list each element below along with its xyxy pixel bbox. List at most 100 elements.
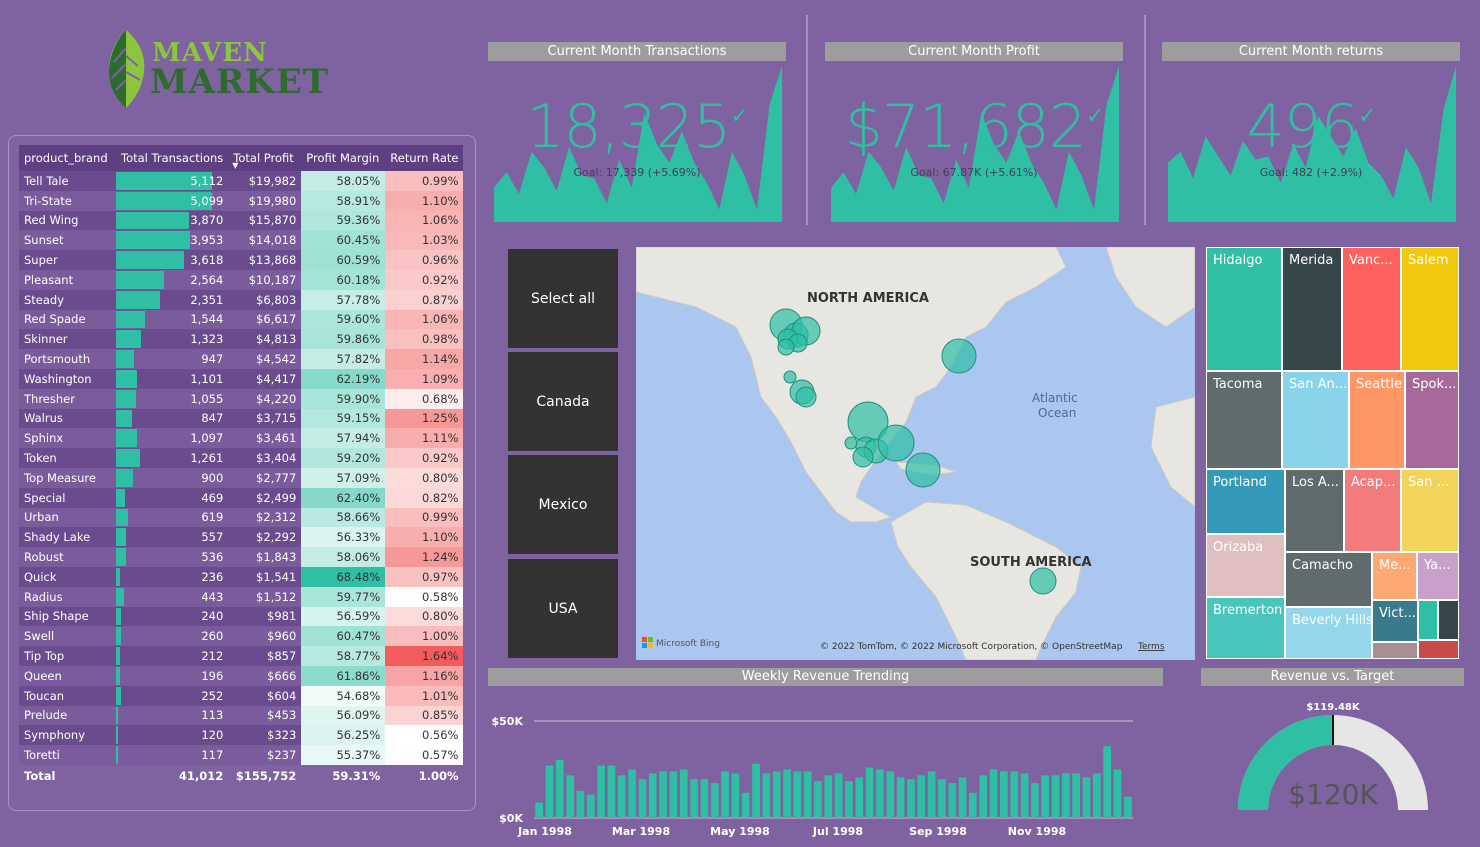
table-row[interactable]: Symphony 120 $323 56.25% 0.56% [19, 725, 464, 746]
treemap-tile[interactable]: Ya... [1417, 552, 1459, 600]
table-row[interactable]: Pleasant 2,564 $10,187 60.18% 0.92% [19, 269, 464, 290]
treemap-tile[interactable] [1372, 642, 1418, 659]
treemap-tile[interactable]: San ... [1401, 469, 1459, 552]
treemap-tile[interactable]: Orizaba [1206, 534, 1285, 597]
store-bubble[interactable] [852, 446, 874, 468]
store-bubble[interactable] [1029, 567, 1057, 595]
revenue-bar[interactable] [1093, 773, 1101, 818]
table-row[interactable]: Red Spade 1,544 $6,617 59.60% 1.06% [19, 309, 464, 330]
revenue-bar[interactable] [896, 777, 905, 818]
slicer-canada[interactable]: Canada [508, 352, 618, 451]
store-bubble[interactable] [877, 424, 915, 462]
store-bubble[interactable] [777, 338, 795, 356]
treemap-tile[interactable]: Seattle [1349, 371, 1405, 469]
revenue-bar[interactable] [576, 790, 585, 818]
revenue-bar[interactable] [741, 792, 750, 818]
revenue-bar[interactable] [793, 771, 802, 818]
revenue-bar[interactable] [1051, 775, 1060, 818]
table-row[interactable]: Super 3,618 $13,868 60.59% 0.96% [19, 250, 464, 270]
store-bubble[interactable] [783, 370, 797, 384]
table-row[interactable]: Steady 2,351 $6,803 57.78% 0.87% [19, 289, 464, 310]
slicer-usa[interactable]: USA [508, 559, 618, 658]
revenue-bar[interactable] [1000, 771, 1008, 818]
revenue-bar[interactable] [586, 794, 595, 818]
revenue-bar[interactable] [690, 779, 698, 818]
revenue-bar[interactable] [659, 771, 667, 818]
table-row[interactable]: Skinner 1,323 $4,813 59.86% 0.98% [19, 329, 464, 350]
table-row[interactable]: Red Wing 3,870 $15,870 59.36% 1.06% [19, 210, 464, 231]
revenue-bar[interactable] [855, 777, 864, 818]
treemap-tile[interactable]: Me... [1372, 552, 1417, 600]
revenue-bar[interactable] [834, 773, 843, 818]
revenue-bar[interactable] [969, 792, 977, 818]
treemap-tile[interactable]: Tacoma [1206, 371, 1282, 469]
table-row[interactable]: Top Measure 900 $2,777 57.09% 0.80% [19, 467, 464, 488]
table-row[interactable]: Toucan 252 $604 54.68% 1.01% [19, 685, 464, 706]
revenue-bar[interactable] [721, 771, 729, 818]
table-row[interactable]: Prelude 113 $453 56.09% 0.85% [19, 705, 464, 726]
table-row[interactable]: Thresher 1,055 $4,220 59.90% 0.68% [19, 388, 464, 409]
table-row[interactable]: Ship Shape 240 $981 56.59% 0.80% [19, 606, 464, 627]
revenue-bar[interactable] [628, 769, 636, 819]
table-row[interactable]: Washington 1,101 $4,417 62.19% 1.09% [19, 368, 464, 389]
treemap-tile[interactable]: Beverly Hills [1285, 607, 1372, 659]
store-map[interactable]: NORTH AMERICA SOUTH AMERICA Atlantic Oce… [636, 247, 1195, 660]
treemap-tile[interactable]: Camacho [1285, 552, 1372, 607]
treemap-tile[interactable] [1418, 600, 1438, 640]
store-bubble[interactable] [795, 386, 817, 408]
treemap-tile[interactable]: Merida [1282, 247, 1342, 371]
table-row[interactable]: Swell 260 $960 60.47% 1.00% [19, 626, 464, 647]
treemap-tile[interactable]: Vict... [1372, 600, 1418, 642]
treemap-tile[interactable]: Bremerton [1206, 597, 1285, 659]
revenue-bar[interactable] [886, 771, 895, 818]
table-row[interactable]: Tell Tale 5,112 $19,982 58.05% 0.99% [19, 171, 464, 191]
gauge-fill[interactable] [1238, 715, 1333, 810]
revenue-bar[interactable] [1103, 746, 1111, 818]
treemap-tile[interactable]: Portland [1206, 469, 1285, 534]
revenue-bar[interactable] [803, 771, 812, 818]
column-header-return-rate[interactable]: Return Rate [385, 145, 464, 171]
store-bubble[interactable] [844, 436, 858, 450]
treemap-tile[interactable]: Vanc... [1342, 247, 1401, 371]
revenue-bar[interactable] [1113, 769, 1122, 819]
revenue-bar[interactable] [989, 769, 998, 819]
table-row[interactable]: Tri-State 5,099 $19,980 58.91% 1.10% [19, 190, 464, 211]
revenue-bar[interactable] [566, 775, 574, 818]
table-row[interactable]: Robust 536 $1,843 58.06% 1.24% [19, 547, 464, 567]
revenue-bar[interactable] [617, 775, 626, 818]
revenue-bar[interactable] [1062, 773, 1070, 818]
treemap-tile[interactable]: Hidalgo [1206, 247, 1282, 371]
revenue-bar[interactable] [845, 781, 853, 818]
table-row[interactable]: Radius 443 $1,512 59.77% 0.58% [19, 586, 464, 607]
revenue-bar[interactable] [607, 765, 616, 818]
revenue-bar[interactable] [1010, 771, 1019, 818]
table-row[interactable]: Tip Top 212 $857 58.77% 1.64% [19, 646, 464, 666]
revenue-bar[interactable] [1031, 783, 1039, 818]
table-row[interactable]: Sphinx 1,097 $3,461 57.94% 1.11% [19, 428, 464, 449]
store-bubble[interactable] [905, 452, 941, 488]
table-row[interactable]: Special 469 $2,499 62.40% 0.82% [19, 487, 464, 508]
revenue-bar[interactable] [1124, 796, 1132, 818]
revenue-bar[interactable] [824, 775, 833, 818]
column-header-brand[interactable]: product_brand [19, 145, 116, 171]
store-bubble[interactable] [941, 338, 977, 374]
revenue-bar[interactable] [958, 777, 967, 818]
table-row[interactable]: Urban 619 $2,312 58.66% 0.99% [19, 507, 464, 528]
revenue-bar[interactable] [772, 771, 781, 818]
revenue-bar[interactable] [752, 763, 760, 818]
treemap-tile[interactable]: Los A... [1285, 469, 1344, 552]
revenue-bar[interactable] [979, 775, 988, 818]
revenue-bar[interactable] [948, 783, 957, 818]
treemap-tile[interactable]: Salem [1401, 247, 1459, 371]
slicer-mexico[interactable]: Mexico [508, 455, 618, 554]
revenue-bar[interactable] [710, 783, 719, 818]
revenue-bar[interactable] [731, 773, 740, 818]
revenue-bar[interactable] [535, 802, 543, 819]
revenue-bar[interactable] [1072, 773, 1080, 818]
table-row[interactable]: Queen 196 $666 61.86% 1.16% [19, 665, 464, 686]
treemap-tile[interactable]: Acap... [1344, 469, 1401, 552]
revenue-bar[interactable] [597, 765, 605, 818]
revenue-bar[interactable] [783, 769, 791, 819]
revenue-bar[interactable] [1082, 777, 1091, 818]
revenue-bar[interactable] [700, 779, 709, 818]
